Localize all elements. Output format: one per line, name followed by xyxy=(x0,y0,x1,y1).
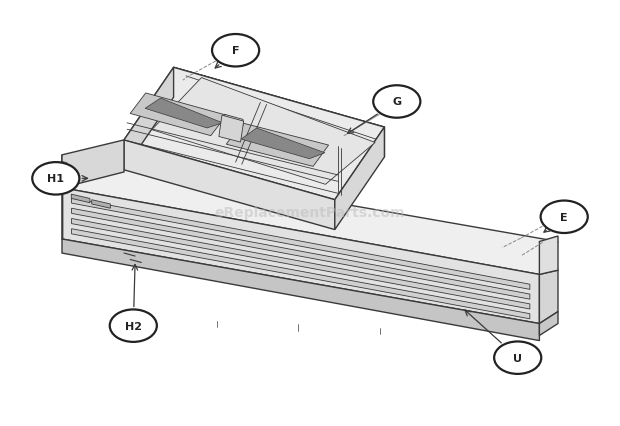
Polygon shape xyxy=(62,141,124,188)
Polygon shape xyxy=(152,78,375,185)
Polygon shape xyxy=(226,124,329,167)
Circle shape xyxy=(32,163,79,195)
Polygon shape xyxy=(174,68,384,158)
Polygon shape xyxy=(539,271,558,324)
Polygon shape xyxy=(130,94,226,136)
Text: U: U xyxy=(513,353,522,363)
Polygon shape xyxy=(124,141,335,230)
Polygon shape xyxy=(174,68,384,158)
Polygon shape xyxy=(241,129,325,159)
Polygon shape xyxy=(92,200,110,209)
Text: eReplacementParts.com: eReplacementParts.com xyxy=(215,206,405,220)
Text: H1: H1 xyxy=(47,174,64,184)
Polygon shape xyxy=(539,236,558,275)
Polygon shape xyxy=(71,219,530,309)
Polygon shape xyxy=(124,68,174,170)
Polygon shape xyxy=(71,229,530,319)
Circle shape xyxy=(110,310,157,342)
Text: F: F xyxy=(232,46,239,56)
Circle shape xyxy=(212,35,259,67)
Polygon shape xyxy=(219,116,244,143)
Text: G: G xyxy=(392,97,401,107)
Polygon shape xyxy=(224,115,243,127)
Polygon shape xyxy=(62,188,539,324)
Polygon shape xyxy=(71,199,530,290)
Circle shape xyxy=(494,342,541,374)
Polygon shape xyxy=(62,239,539,341)
Polygon shape xyxy=(335,128,384,230)
Circle shape xyxy=(373,86,420,118)
Polygon shape xyxy=(62,155,558,275)
Text: E: E xyxy=(560,212,568,222)
Text: H2: H2 xyxy=(125,321,142,331)
Polygon shape xyxy=(539,312,558,336)
Polygon shape xyxy=(71,195,90,203)
Polygon shape xyxy=(124,68,384,200)
Polygon shape xyxy=(71,209,530,299)
Circle shape xyxy=(541,201,588,233)
Polygon shape xyxy=(145,99,223,129)
